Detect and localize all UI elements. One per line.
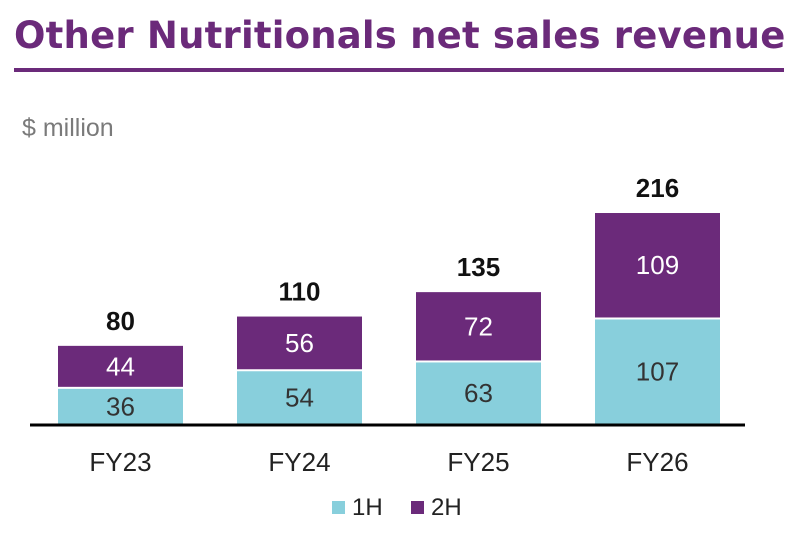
bar-fy23-2h: [58, 345, 183, 387]
category-label-fy25: FY25: [447, 447, 509, 477]
data-label-fy25-2h: 72: [464, 311, 493, 341]
total-label-fy23: 80: [106, 306, 135, 336]
bar-fy24-2h: [237, 316, 362, 370]
legend-label-2h: 2H: [431, 494, 462, 521]
total-label-fy26: 216: [636, 173, 679, 203]
units-label: $ million: [22, 114, 114, 142]
legend-label-1h: 1H: [352, 494, 383, 521]
data-label-fy24-1h: 54: [285, 383, 314, 413]
data-label-fy24-2h: 56: [285, 328, 314, 358]
category-label-fy24: FY24: [268, 447, 330, 477]
category-label-fy23: FY23: [89, 447, 151, 477]
data-label-fy23-1h: 36: [106, 391, 135, 421]
title-underline: [14, 68, 784, 72]
data-label-fy25-1h: 63: [464, 378, 493, 408]
bar-fy25-1h: [416, 362, 541, 424]
data-label-fy26-2h: 109: [636, 250, 679, 280]
data-label-fy23-2h: 44: [106, 351, 135, 381]
total-label-fy25: 135: [457, 252, 500, 282]
chart-title: Other Nutritionals net sales revenue: [14, 14, 786, 57]
bar-fy26-2h: [595, 213, 720, 318]
legend-swatch-2h: [411, 501, 424, 514]
total-label-fy24: 110: [279, 277, 321, 307]
legend-swatch-1h: [332, 501, 345, 514]
bar-fy25-2h: [416, 292, 541, 361]
bar-fy24-1h: [237, 371, 362, 424]
bar-fy23-1h: [58, 388, 183, 424]
bar-fy26-1h: [595, 319, 720, 424]
data-label-fy26-1h: 107: [636, 357, 679, 387]
category-label-fy26: FY26: [626, 447, 688, 477]
